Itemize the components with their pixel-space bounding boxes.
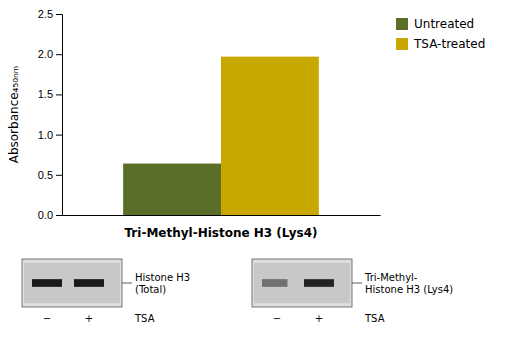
y-tick-label: 1.5	[38, 88, 53, 100]
plot: 0.0 0.5 1.0 1.5 2.0 2.5 Absorbance₄₅₀ₙₘ Tri-Met…	[7, 8, 485, 240]
blot-label: Histone H3(Total)	[135, 272, 190, 295]
blot-lane-label: +	[85, 313, 93, 324]
x-axis-title: Tri-Methyl-Histone H3 (Lys4)	[125, 226, 318, 240]
y-tick: 1.5	[38, 88, 62, 100]
bars	[123, 57, 319, 215]
y-tick-label: 0.0	[38, 209, 53, 221]
y-axis: 0.0 0.5 1.0 1.5 2.0 2.5	[38, 8, 63, 221]
blot-band	[262, 279, 288, 287]
blot-panels: Histone H3(Total)−+TSATri-Methyl-Histone…	[22, 259, 453, 324]
bar	[221, 57, 319, 215]
y-tick: 2.0	[38, 48, 62, 60]
blot-lane-label: −	[273, 313, 281, 324]
y-axis-line	[56, 15, 63, 216]
legend-label: TSA-treated	[413, 37, 485, 51]
blot-lane-label: TSA	[134, 313, 155, 324]
x-axis-line	[63, 215, 381, 216]
blot-lane-label: −	[43, 313, 51, 324]
y-tick: 1.0	[38, 129, 62, 141]
legend-swatch	[396, 18, 408, 30]
y-tick-mark	[56, 135, 62, 136]
y-tick: 2.5	[38, 8, 62, 20]
blot-marker	[352, 283, 362, 284]
x-axis	[63, 215, 381, 217]
legend-item: Untreated	[396, 17, 474, 31]
y-tick-mark	[56, 175, 62, 176]
legend-swatch	[396, 38, 408, 50]
blot-band	[32, 279, 62, 287]
blot-band	[304, 279, 334, 287]
y-tick-mark	[56, 54, 62, 55]
blot-lane-label: +	[315, 313, 323, 324]
y-tick: 0.5	[38, 169, 62, 181]
y-tick-label: 2.5	[38, 8, 53, 20]
blot-lane-label: TSA	[364, 313, 385, 324]
blot-band	[74, 279, 104, 287]
legend-item: TSA-treated	[396, 37, 485, 51]
blot-lane-area	[254, 263, 350, 303]
y-tick-mark	[56, 14, 62, 15]
blot-box	[252, 259, 352, 307]
blot-panel: Histone H3(Total) − + TSA	[22, 259, 190, 324]
bar	[123, 164, 221, 215]
y-tick-label: 1.0	[38, 129, 53, 141]
blot-label: Tri-Methyl-Histone H3 (Lys4)	[364, 272, 453, 295]
y-axis-title: Absorbance₄₅₀ₙₘ	[7, 66, 21, 164]
legend-label: Untreated	[414, 17, 474, 31]
blot-marker	[122, 283, 132, 284]
y-tick: 0.0	[38, 209, 62, 221]
y-tick-label: 2.0	[38, 48, 53, 60]
y-tick-mark	[56, 94, 62, 95]
legend: Untreated TSA-treated	[396, 17, 485, 51]
blot-lane-area	[24, 263, 120, 303]
y-tick-mark	[56, 215, 62, 216]
y-tick-label: 0.5	[38, 169, 53, 181]
blot-box	[22, 259, 122, 307]
blot-panel: Tri-Methyl-Histone H3 (Lys4) − + TSA	[252, 259, 453, 324]
chart: 0.0 0.5 1.0 1.5 2.0 2.5 Absorbance₄₅₀ₙₘ Tri-Met…	[0, 0, 520, 350]
